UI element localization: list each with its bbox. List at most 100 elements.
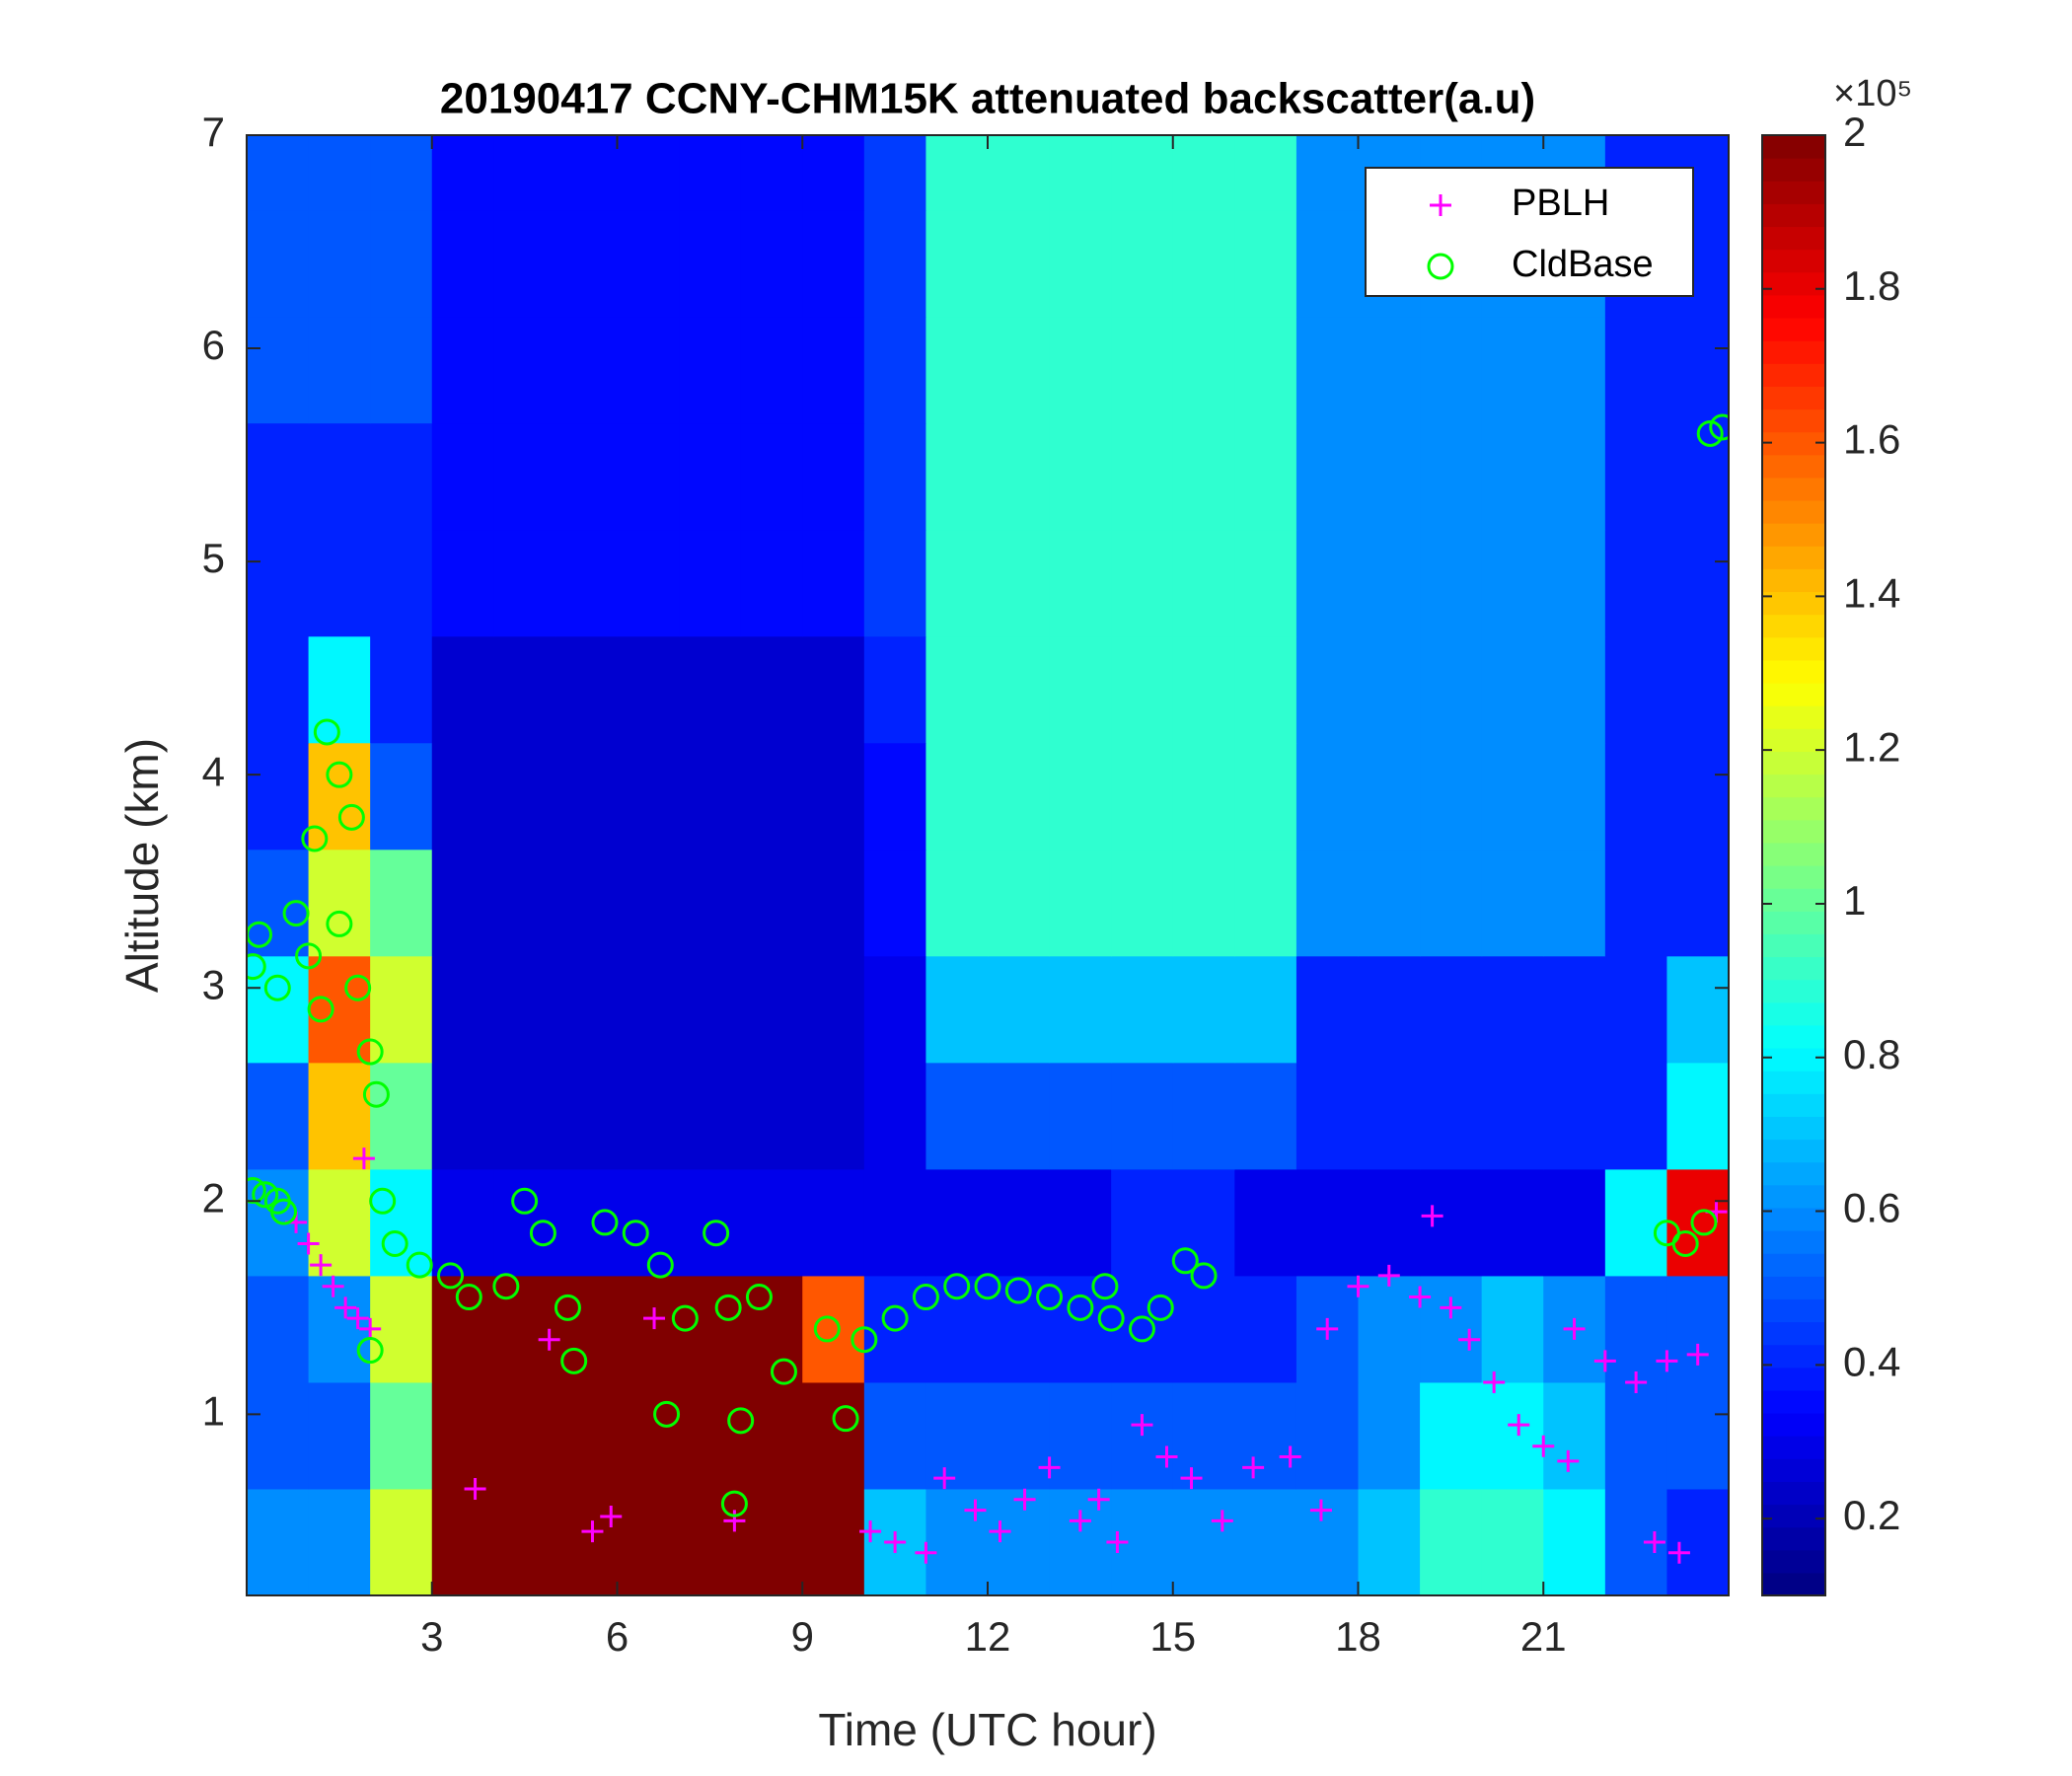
heatmap-cell <box>1172 742 1235 851</box>
heatmap-cell <box>679 1488 742 1595</box>
heatmap-cell <box>1358 529 1421 637</box>
pblh-marker <box>1155 1445 1178 1468</box>
heatmap-cell <box>247 422 310 531</box>
cldbase-marker <box>247 1176 266 1204</box>
heatmap-cell <box>988 316 1051 424</box>
pblh-marker <box>346 1307 369 1330</box>
heatmap-cell <box>1111 529 1174 637</box>
heatmap-cell <box>1481 1381 1544 1490</box>
heatmap-cell <box>1049 422 1112 531</box>
pblh-marker <box>1211 1510 1233 1532</box>
colorbar-step <box>1762 865 1825 889</box>
cldbase-marker <box>653 1400 681 1428</box>
colorbar-step <box>1762 1161 1825 1186</box>
heatmap-cell <box>247 1062 310 1170</box>
heatmap-cell <box>555 422 618 531</box>
x-tick-label: 18 <box>1335 1613 1381 1660</box>
pblh-marker <box>1279 1445 1301 1468</box>
heatmap-cell <box>1666 1381 1729 1490</box>
heatmap-cell <box>1295 209 1359 318</box>
pblh-marker <box>538 1328 560 1351</box>
heatmap-cell <box>863 955 926 1064</box>
heatmap-cell <box>493 422 556 531</box>
heatmap-cell <box>802 1168 865 1277</box>
heatmap-cell <box>555 1062 618 1170</box>
heatmap-cell <box>308 316 371 424</box>
heatmap-cell <box>370 135 433 211</box>
cldbase-marker <box>671 1304 699 1332</box>
cldbase-marker <box>381 1230 408 1258</box>
colorbar-step <box>1762 1344 1825 1369</box>
heatmap-cell <box>802 209 865 318</box>
heatmap-cell <box>308 1062 371 1170</box>
colorbar-step <box>1762 408 1825 433</box>
heatmap-cell <box>370 849 433 957</box>
cldbase-marker <box>1036 1284 1064 1311</box>
heatmap-cell <box>247 635 310 744</box>
heatmap-cell <box>431 955 494 1064</box>
colorbar-step <box>1762 1071 1825 1094</box>
colorbar-step <box>1762 1048 1825 1072</box>
heatmap-cell <box>1666 955 1729 1064</box>
heatmap <box>247 135 1729 1595</box>
heatmap-cell <box>802 1275 865 1383</box>
heatmap-cell <box>1420 742 1483 851</box>
heatmap-cell <box>1295 529 1359 637</box>
heatmap-cell <box>1172 1488 1235 1595</box>
heatmap-cell <box>925 1381 989 1490</box>
heatmap-cell <box>925 849 989 957</box>
cldbase-marker <box>560 1347 588 1374</box>
heatmap-cell <box>1049 209 1112 318</box>
colorbar-step <box>1762 249 1825 273</box>
pblh-marker <box>1508 1414 1530 1437</box>
colorbar-tick-label: 0.6 <box>1843 1185 1900 1231</box>
cldbase-marker <box>263 974 291 1001</box>
heatmap-cell <box>1358 1275 1421 1383</box>
heatmap-cell <box>1049 316 1112 424</box>
heatmap-cell <box>925 135 989 211</box>
heatmap-cell <box>555 635 618 744</box>
pblh-marker <box>600 1506 623 1528</box>
colorbar-step <box>1762 1413 1825 1437</box>
heatmap-cell <box>1295 955 1359 1064</box>
heatmap-cell <box>1172 1168 1235 1277</box>
pblh-marker <box>581 1520 604 1543</box>
heatmap-cell <box>1111 209 1174 318</box>
colorbar-step <box>1762 1184 1825 1209</box>
colorbar-step <box>1762 614 1825 638</box>
heatmap-cell <box>1358 422 1421 531</box>
pblh-marker <box>989 1520 1011 1543</box>
heatmap-cell <box>740 1381 803 1490</box>
heatmap-cell <box>863 849 926 957</box>
heatmap-cell <box>863 742 926 851</box>
heatmap-cell <box>1604 422 1667 531</box>
heatmap-cell <box>679 529 742 637</box>
heatmap-cell <box>1358 1488 1421 1595</box>
colorbar-step <box>1762 523 1825 547</box>
cldbase-marker <box>369 1187 397 1215</box>
pblh-marker <box>964 1499 987 1521</box>
heatmap-cell <box>1358 1168 1421 1277</box>
heatmap-cell <box>679 955 742 1064</box>
legend: PBLH CldBase <box>1365 167 1694 297</box>
heatmap-cell <box>247 1488 310 1595</box>
pblh-marker <box>1347 1275 1369 1297</box>
heatmap-cell <box>493 209 556 318</box>
pblh-marker <box>1421 1205 1443 1227</box>
pblh-marker <box>884 1530 907 1553</box>
pblh-marker <box>1180 1467 1203 1490</box>
heatmap-cell <box>1604 1168 1667 1277</box>
heatmap-cell <box>863 1381 926 1490</box>
heatmap-cell <box>863 1062 926 1170</box>
heatmap-cell <box>1234 1488 1297 1595</box>
heatmap-cell <box>1049 135 1112 211</box>
y-tick-label: 6 <box>202 322 225 368</box>
heatmap-cell <box>617 1488 680 1595</box>
heatmap-cell <box>370 316 433 424</box>
cldbase-marker <box>554 1294 581 1321</box>
y-tick-label: 1 <box>202 1387 225 1434</box>
heatmap-cell <box>802 1381 865 1490</box>
colorbar-tick-label: 2 <box>1843 109 1866 155</box>
colorbar-step <box>1762 294 1825 319</box>
y-tick-label: 5 <box>202 535 225 581</box>
